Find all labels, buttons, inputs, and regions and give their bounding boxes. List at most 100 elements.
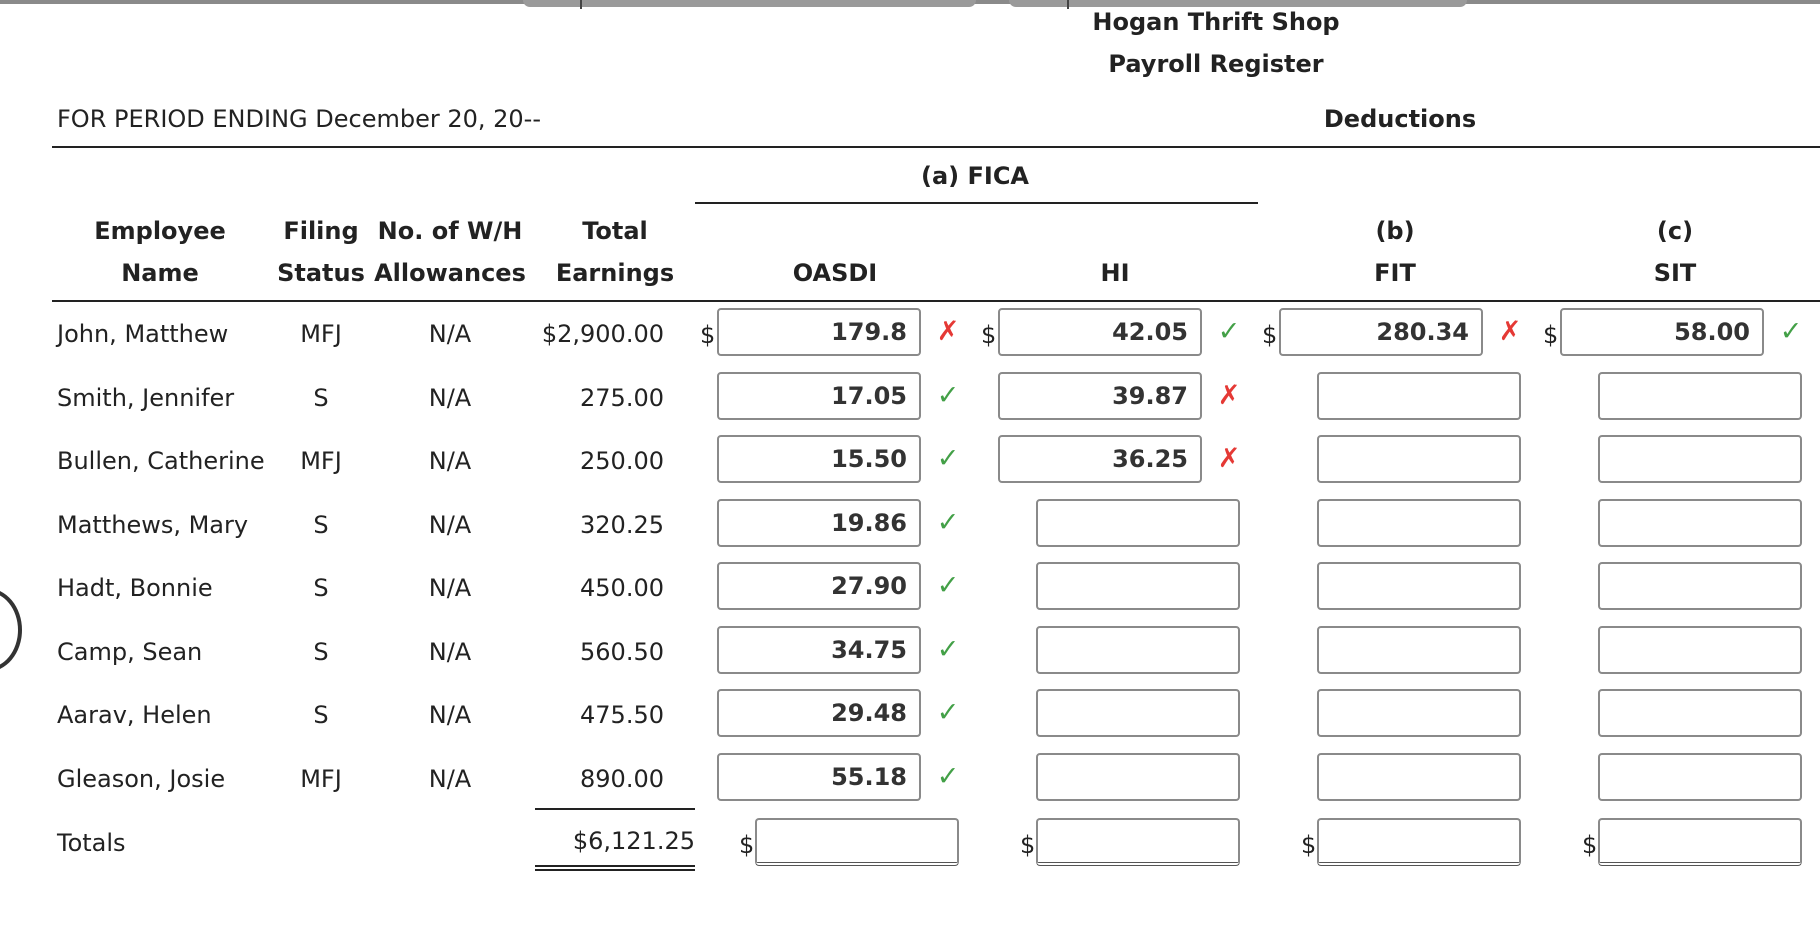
- section-divider: [52, 146, 1820, 148]
- col-sit-2: SIT: [1653, 259, 1697, 287]
- sit-input[interactable]: [1598, 752, 1802, 801]
- allowances: N/A: [428, 764, 472, 793]
- col-sit-1: (c): [1656, 217, 1694, 245]
- col-allowances-2: Allowances: [374, 259, 526, 287]
- hi-input[interactable]: [1036, 562, 1240, 610]
- sit-input[interactable]: [1598, 625, 1802, 674]
- totals-earnings: $6,121.25: [572, 827, 695, 855]
- employee-name: Camp, Sean: [57, 637, 203, 666]
- oasdi-total-input[interactable]: [755, 818, 959, 866]
- sit-total-input[interactable]: [1598, 818, 1802, 866]
- register-title: Payroll Register: [1108, 50, 1324, 78]
- hi-input[interactable]: [1036, 752, 1240, 801]
- tab-divider: [1067, 0, 1069, 9]
- employee-name: Aarav, Helen: [57, 701, 212, 729]
- check-icon: ✓: [936, 633, 960, 665]
- employee-name: Hadt, Bonnie: [57, 574, 213, 602]
- check-icon: ✓: [936, 379, 960, 411]
- top-tab-right: [1009, 0, 1467, 7]
- fit-input[interactable]: [1317, 689, 1521, 737]
- sit-input[interactable]: 58.00: [1560, 308, 1764, 356]
- allowances: N/A: [428, 383, 472, 412]
- sit-input[interactable]: [1598, 498, 1802, 547]
- allowances: N/A: [428, 447, 472, 475]
- hi-input[interactable]: 36.25: [998, 435, 1202, 483]
- employee-name: Bullen, Catherine: [57, 447, 265, 475]
- col-allowances-1: No. of W/H: [377, 217, 523, 245]
- total-earnings: $2,900.00: [541, 320, 664, 348]
- hi-total-input[interactable]: [1036, 818, 1240, 866]
- filing-status: MFJ: [300, 764, 342, 793]
- cross-icon: ✗: [936, 316, 960, 347]
- col-hi: HI: [1100, 259, 1130, 287]
- oasdi-input[interactable]: 55.18: [717, 752, 921, 801]
- header-divider: [52, 300, 1820, 302]
- totals-label: Totals: [57, 829, 126, 857]
- total-earnings: 450.00: [580, 574, 664, 602]
- check-icon: ✓: [1217, 316, 1241, 347]
- hi-total-dollar-sign: $: [1020, 831, 1036, 859]
- allowances: N/A: [428, 637, 472, 666]
- oasdi-input[interactable]: 179.8: [717, 308, 921, 356]
- fit-input[interactable]: [1317, 562, 1521, 610]
- filing-status: S: [313, 510, 329, 539]
- fit-dollar-sign: $: [1262, 321, 1278, 349]
- col-employee-1: Employee: [94, 217, 226, 245]
- check-icon: ✓: [936, 697, 960, 728]
- fica-heading: (a) FICA: [921, 162, 1029, 190]
- cross-icon: ✗: [1498, 316, 1522, 347]
- filing-status: MFJ: [300, 447, 342, 475]
- fit-input[interactable]: [1317, 625, 1521, 674]
- oasdi-input[interactable]: 17.05: [717, 371, 921, 420]
- company-title: Hogan Thrift Shop: [1092, 8, 1340, 36]
- hi-input[interactable]: [1036, 625, 1240, 674]
- fit-input[interactable]: [1317, 752, 1521, 801]
- filing-status: S: [313, 701, 329, 729]
- allowances: N/A: [428, 574, 472, 602]
- deductions-heading: Deductions: [1323, 105, 1477, 133]
- oasdi-input[interactable]: 34.75: [717, 625, 921, 674]
- total-earnings: 475.50: [580, 701, 664, 729]
- allowances: N/A: [428, 510, 472, 539]
- col-oasdi: OASDI: [792, 259, 878, 287]
- hi-input[interactable]: [1036, 689, 1240, 737]
- fit-total-input[interactable]: [1317, 818, 1521, 866]
- oasdi-input[interactable]: 19.86: [717, 498, 921, 547]
- oasdi-input[interactable]: 29.48: [717, 689, 921, 737]
- col-fit-1: (b): [1375, 217, 1415, 245]
- hi-dollar-sign: $: [981, 321, 997, 349]
- filing-status: S: [313, 637, 329, 666]
- hi-input[interactable]: 39.87: [998, 371, 1202, 420]
- col-employee-2: Name: [121, 259, 199, 287]
- fica-underline: [695, 202, 1258, 204]
- side-circle-icon: [0, 588, 22, 672]
- earnings-total-double-line: [535, 865, 695, 871]
- fit-input[interactable]: [1317, 435, 1521, 483]
- hi-input[interactable]: 42.05: [998, 308, 1202, 356]
- sit-total-dollar-sign: $: [1582, 831, 1598, 859]
- fit-input[interactable]: [1317, 498, 1521, 547]
- sit-input[interactable]: [1598, 689, 1802, 737]
- check-icon: ✓: [936, 506, 960, 538]
- oasdi-input[interactable]: 15.50: [717, 435, 921, 483]
- hi-input[interactable]: [1036, 498, 1240, 547]
- filing-status: S: [313, 574, 329, 602]
- sit-input[interactable]: [1598, 371, 1802, 420]
- sit-input[interactable]: [1598, 435, 1802, 483]
- period-label: FOR PERIOD ENDING December 20, 20--: [57, 105, 541, 133]
- employee-name: John, Matthew: [57, 320, 229, 348]
- employee-name: Gleason, Josie: [57, 764, 226, 793]
- check-icon: ✓: [936, 443, 960, 474]
- oasdi-input[interactable]: 27.90: [717, 562, 921, 610]
- total-earnings: 275.00: [580, 383, 664, 412]
- sit-input[interactable]: [1598, 562, 1802, 610]
- sit-dollar-sign: $: [1543, 321, 1559, 349]
- filing-status: MFJ: [300, 320, 342, 348]
- top-tab-left: [523, 0, 976, 7]
- check-icon: ✓: [936, 570, 960, 601]
- fit-input[interactable]: [1317, 371, 1521, 420]
- cross-icon: ✗: [1217, 379, 1241, 411]
- fit-input[interactable]: 280.34: [1279, 308, 1483, 356]
- fit-total-dollar-sign: $: [1301, 831, 1317, 859]
- employee-name: Smith, Jennifer: [57, 383, 235, 412]
